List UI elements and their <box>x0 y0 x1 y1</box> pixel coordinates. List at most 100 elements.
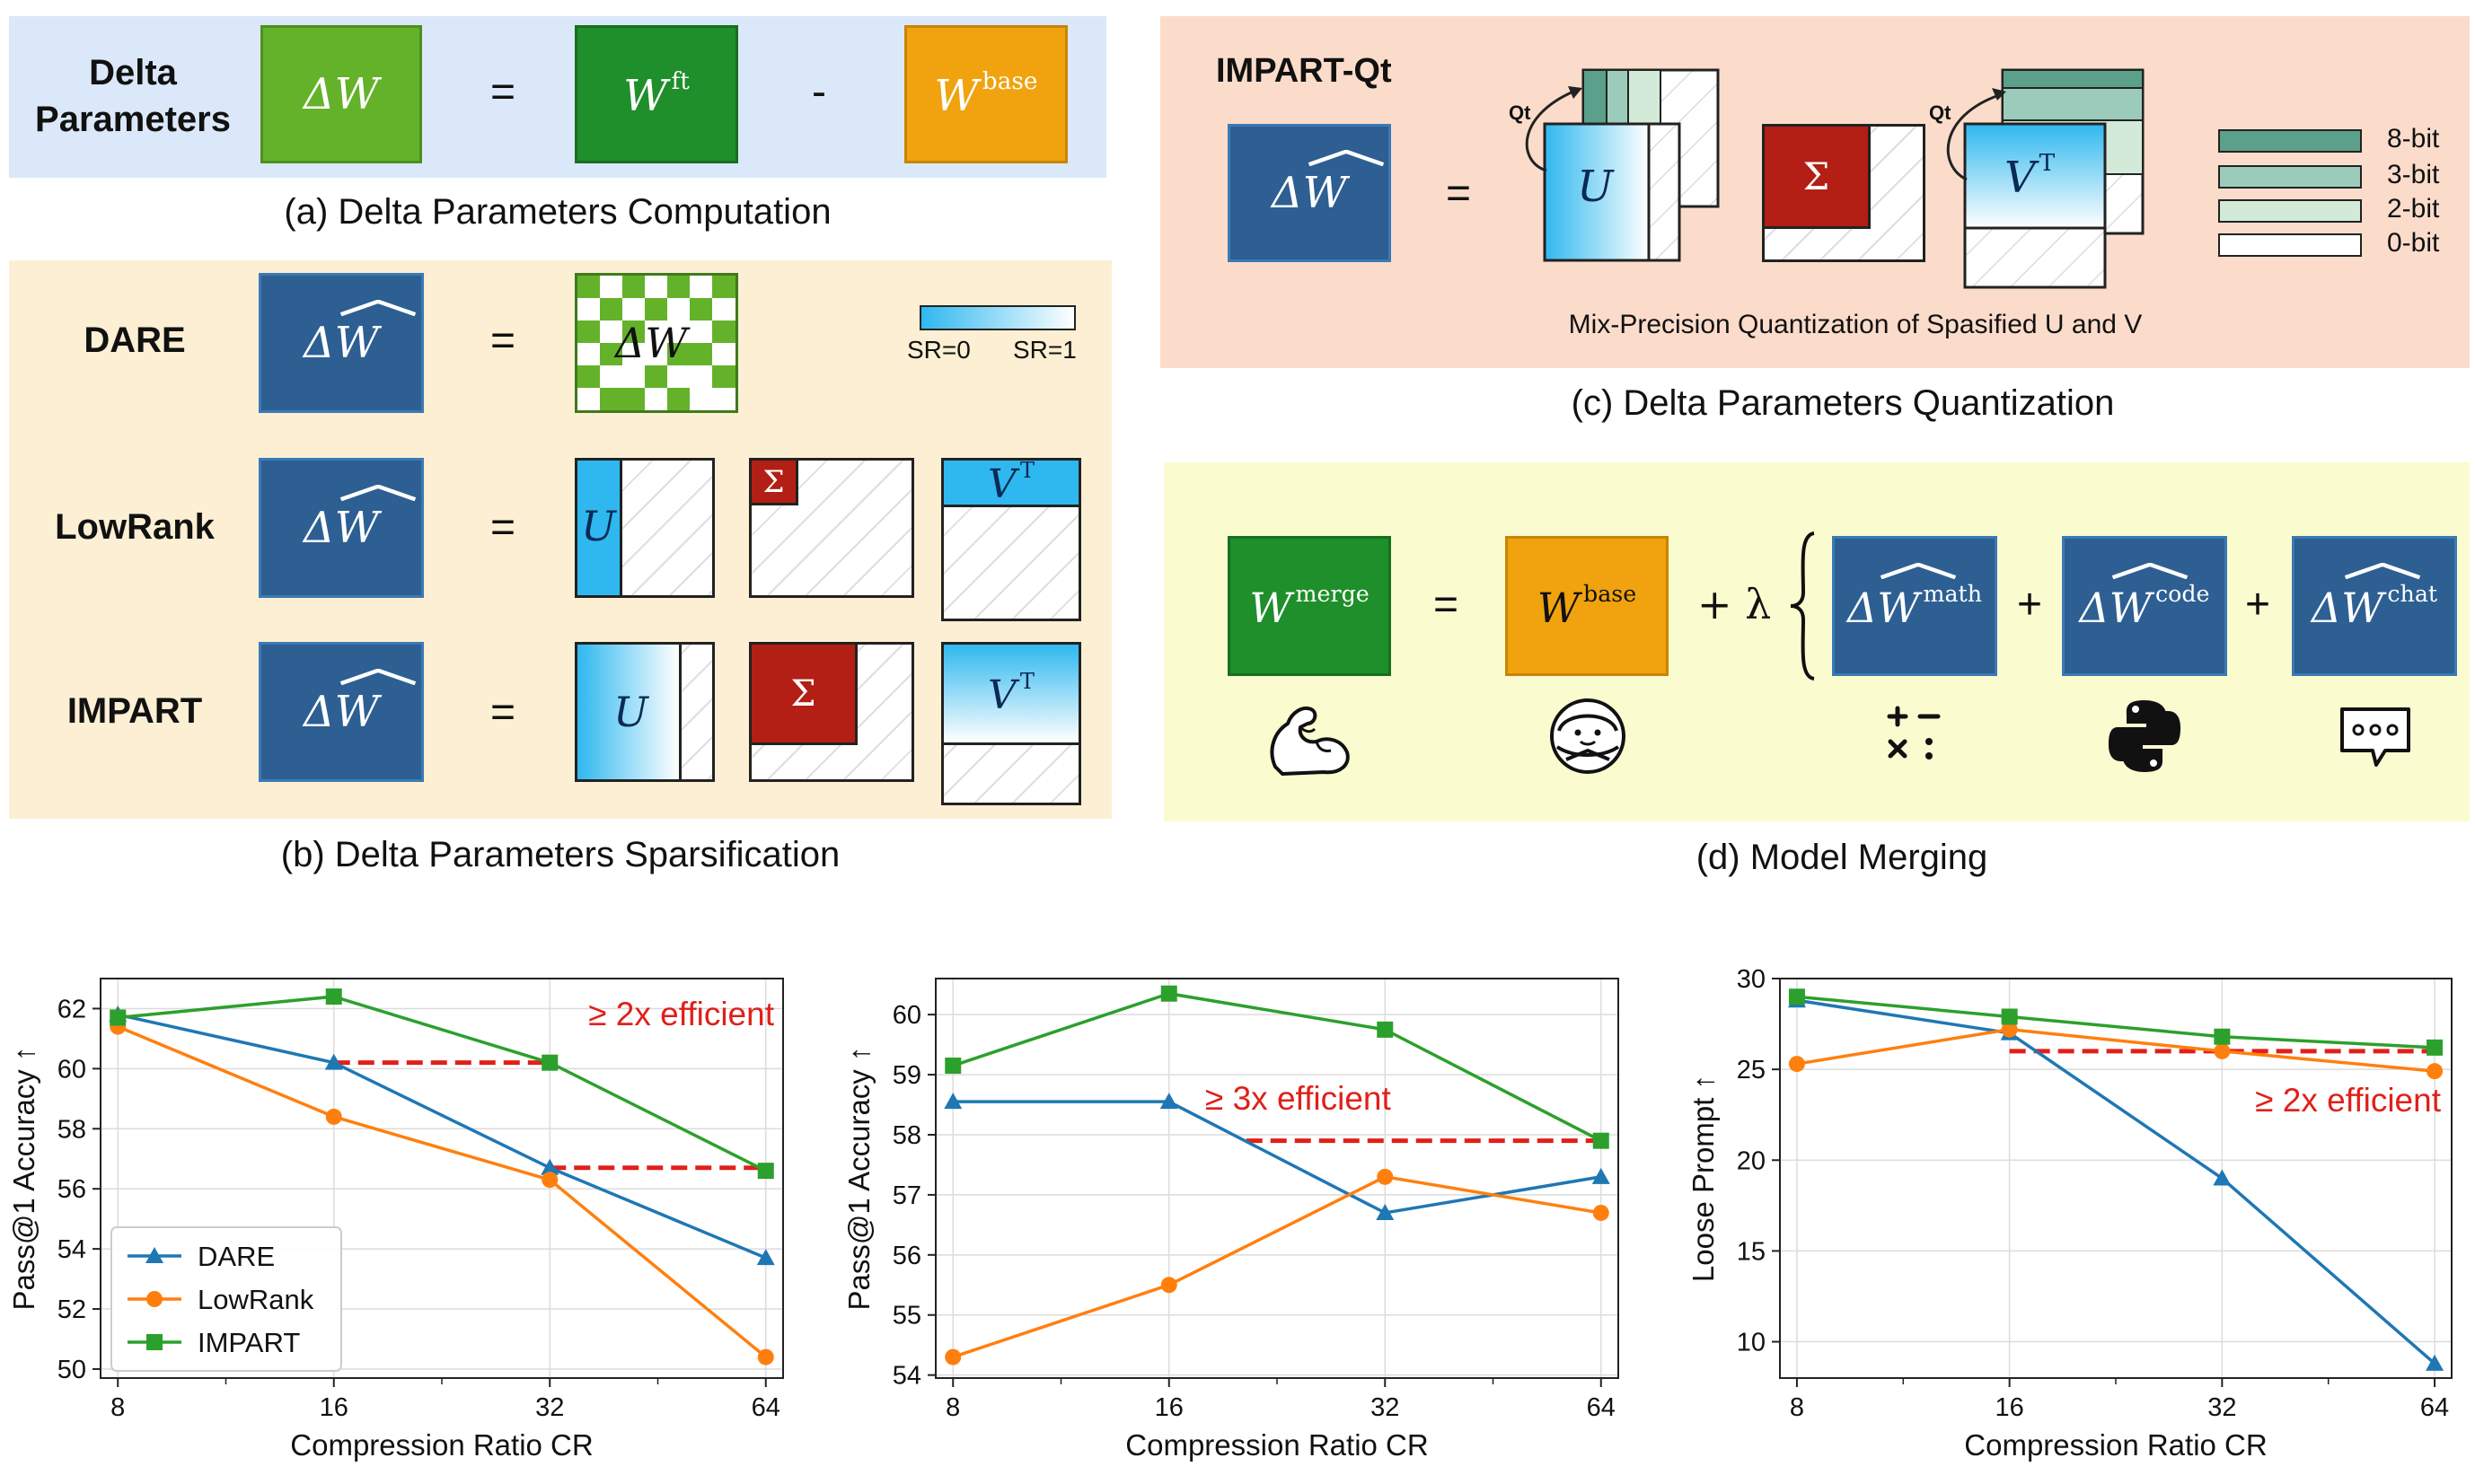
qt-sigma-block: Σ <box>1765 127 1871 229</box>
caption-c: (c) Delta Parameters Quantization <box>1571 383 2115 423</box>
point-lowrank <box>1377 1168 1394 1185</box>
qt-u-symbol: U <box>1577 162 1614 212</box>
point-dare <box>756 1249 775 1266</box>
delta-hat-symbol: ΔW <box>2079 583 2152 632</box>
x-tick-label: 64 <box>2420 1393 2449 1422</box>
point-impart <box>1377 1021 1394 1038</box>
point-impart <box>757 1163 774 1180</box>
y-axis-label: Loose Prompt ↑ <box>1687 1075 1720 1282</box>
lowrank-u-column <box>577 461 622 595</box>
sr-zero-label: SR=0 <box>907 336 971 364</box>
x-tick-label: 64 <box>1587 1393 1616 1422</box>
series-line-impart <box>952 991 1602 1143</box>
point-impart <box>1160 985 1177 1002</box>
chat-superscript: chat <box>2387 580 2438 607</box>
delta-hat-tile-qt: ΔW <box>1228 124 1391 262</box>
x-axis-label: Compression Ratio CR <box>1125 1428 1428 1462</box>
row-label-dare: DARE <box>84 321 186 360</box>
delta-hat-tile-impart: ΔW <box>259 642 424 782</box>
equals-sign-dare: = <box>490 317 516 364</box>
series-line-impart <box>118 995 767 1172</box>
impart-u-symbol: U <box>613 688 648 736</box>
point-dare <box>1591 1167 1610 1184</box>
legend-3bit-swatch <box>2218 165 2362 189</box>
series-line-dare <box>117 1013 767 1260</box>
y-tick-label: 56 <box>893 1242 921 1270</box>
point-dare <box>2213 1169 2232 1186</box>
y-tick-label: 30 <box>1737 965 1766 994</box>
equals-sign-impart: = <box>490 689 516 736</box>
python-icon <box>2109 700 2180 772</box>
point-impart <box>945 1058 962 1075</box>
point-impart <box>542 1054 559 1071</box>
point-dare <box>1376 1203 1395 1220</box>
checker-pattern <box>577 276 735 410</box>
y-tick-label: 58 <box>57 1115 86 1144</box>
muscle-icon <box>1270 707 1350 776</box>
legend-marker <box>145 1247 163 1263</box>
series-line-impart <box>1796 995 2435 1049</box>
legend-2bit-label: 2-bit <box>2387 194 2440 224</box>
impart-v-symbol: V <box>988 672 1017 718</box>
qt-t-superscript: T <box>2039 149 2056 177</box>
y-tick-label: 57 <box>893 1181 921 1210</box>
lowrank-u-matrix: U <box>575 458 715 598</box>
equals-sign-qt: = <box>1446 170 1472 217</box>
impart-sigma-matrix: Σ <box>749 642 914 782</box>
lowrank-sigma-symbol: Σ <box>762 463 785 500</box>
delta-hat-tile-dare: ΔW <box>259 273 424 413</box>
legend-label: LowRank <box>198 1284 314 1315</box>
x-tick-label: 8 <box>946 1393 960 1422</box>
delta-hat-symbol: ΔW <box>1846 583 1920 632</box>
caption-b: (b) Delta Parameters Sparsification <box>280 835 841 874</box>
legend-2bit-swatch <box>2218 199 2362 223</box>
series-line-dare <box>1796 998 2436 1365</box>
qt-v-letter: V <box>2004 152 2036 203</box>
delta-label-line1: Delta <box>89 53 177 92</box>
chat-bubble-icon <box>2340 707 2410 767</box>
plot-frame <box>100 978 784 1379</box>
plus-sign-2: + <box>2245 581 2271 628</box>
impart-u-gradient <box>577 645 682 779</box>
y-tick-label: 60 <box>57 1055 86 1084</box>
delta-hat-chat-tile: ΔW chat <box>2292 536 2457 676</box>
y-tick-label: 55 <box>893 1302 921 1330</box>
sr-one-label: SR=1 <box>1013 336 1077 364</box>
y-tick-label: 56 <box>57 1175 86 1204</box>
x-tick-label: 32 <box>2207 1393 2236 1422</box>
point-lowrank <box>542 1172 559 1189</box>
y-tick-label: 10 <box>1737 1329 1766 1357</box>
impart-qt-title: IMPART-Qt <box>1216 52 1392 90</box>
panel-b-background <box>9 260 1112 819</box>
base-superscript-merge: base <box>1583 580 1637 607</box>
legend-marker <box>146 1291 163 1307</box>
qt-label-v: Qt <box>1929 101 1951 124</box>
code-superscript: code <box>2154 580 2210 607</box>
y-tick-label: 54 <box>893 1362 921 1391</box>
point-dare <box>324 1053 343 1070</box>
y-tick-label: 58 <box>893 1121 921 1150</box>
base-superscript: base <box>982 67 1038 96</box>
series-line-lowrank <box>952 1175 1602 1359</box>
point-impart <box>2001 1008 2018 1025</box>
plus-lambda: + λ <box>1697 580 1772 628</box>
efficiency-annotation: ≥ 2x efficient <box>588 996 775 1032</box>
y-axis-label: Pass@1 Accuracy ↑ <box>842 1047 876 1311</box>
y-tick-label: 15 <box>1737 1237 1766 1266</box>
point-lowrank <box>2427 1063 2444 1080</box>
x-tick-label: 16 <box>320 1393 348 1422</box>
point-impart <box>1788 988 1805 1005</box>
point-lowrank <box>757 1348 774 1365</box>
merge-superscript: merge <box>1295 580 1370 607</box>
equals-sign-lowrank: = <box>490 504 516 551</box>
point-impart <box>2427 1039 2444 1056</box>
series-line-lowrank <box>1796 1027 2435 1073</box>
math-operators-icon <box>1887 706 1941 760</box>
point-lowrank <box>2001 1021 2018 1038</box>
delta-w-symbol: ΔW <box>304 69 379 119</box>
